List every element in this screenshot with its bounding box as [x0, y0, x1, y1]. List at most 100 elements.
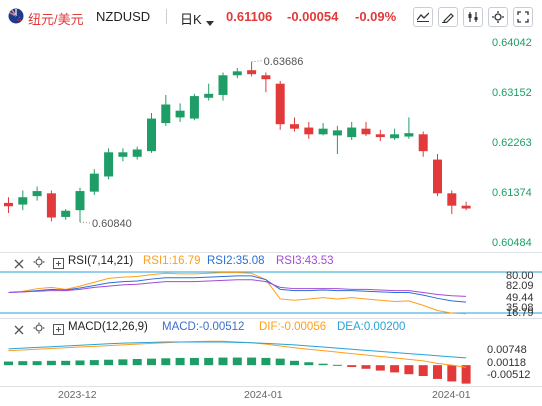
- macd-histogram-bar[interactable]: [390, 365, 400, 373]
- candle-body[interactable]: [204, 93, 214, 98]
- candle-body[interactable]: [189, 96, 199, 119]
- pane-divider: [0, 386, 542, 387]
- macd-histogram-bar[interactable]: [375, 365, 385, 371]
- rsi-axis-label: 35.08: [506, 302, 534, 314]
- candle-body[interactable]: [18, 197, 28, 205]
- candle-body[interactable]: [118, 152, 128, 157]
- macd-histogram-bar[interactable]: [361, 365, 371, 369]
- macd-histogram-bar[interactable]: [433, 365, 442, 379]
- header-divider: [166, 9, 167, 24]
- macd-axis-label: 0.00748: [487, 344, 527, 356]
- macd-histogram-bar[interactable]: [461, 365, 471, 384]
- chart-type-button[interactable]: [413, 7, 433, 27]
- candle-body[interactable]: [418, 134, 428, 152]
- macd-histogram-bar[interactable]: [404, 365, 414, 375]
- candle-body[interactable]: [261, 75, 271, 80]
- macd-histogram-bar[interactable]: [189, 357, 199, 366]
- candle-body[interactable]: [89, 173, 99, 192]
- macd-histogram-bar[interactable]: [132, 359, 142, 366]
- price-axis-label: 0.64042: [492, 37, 532, 49]
- price-change: -0.00054: [287, 9, 339, 24]
- macd-histogram-bar[interactable]: [304, 362, 314, 366]
- chevron-down-icon[interactable]: [206, 14, 214, 32]
- macd-histogram-bar[interactable]: [318, 363, 328, 366]
- macd-histogram-bar[interactable]: [147, 358, 156, 366]
- candle-body[interactable]: [318, 128, 328, 135]
- candle-body[interactable]: [375, 134, 385, 138]
- macd-histogram-bar[interactable]: [175, 357, 185, 366]
- candlestick-chart[interactable]: 0.64042 0.63152 0.62263 0.61374 0.60484 0.636…: [0, 30, 542, 252]
- candle-body[interactable]: [218, 75, 228, 95]
- macd-histogram-bar[interactable]: [447, 365, 457, 382]
- gear-icon: [492, 11, 504, 23]
- candle-body[interactable]: [32, 191, 42, 197]
- candle-body[interactable]: [461, 205, 471, 209]
- settings-button[interactable]: [488, 7, 508, 27]
- gear-icon[interactable]: [33, 321, 45, 339]
- macd-histogram-bar[interactable]: [261, 357, 271, 366]
- macd-histogram-bar[interactable]: [32, 361, 42, 366]
- candle-body[interactable]: [175, 110, 185, 118]
- dif-value: DIF:-0.00056: [259, 321, 327, 333]
- flag-icon: [8, 8, 24, 29]
- expand-button[interactable]: [513, 7, 533, 27]
- macd-histogram-bar[interactable]: [275, 358, 285, 366]
- candle-body[interactable]: [75, 191, 85, 211]
- candle-body[interactable]: [290, 124, 299, 129]
- macd-histogram-bar[interactable]: [89, 360, 99, 366]
- timeframe-selector[interactable]: 日K: [180, 12, 202, 27]
- rsi-axis-label: 49.44: [506, 292, 534, 304]
- macd-histogram-bar[interactable]: [332, 364, 342, 366]
- close-icon[interactable]: [14, 256, 24, 274]
- candle-body[interactable]: [4, 202, 13, 207]
- symbol-label: NZDUSD: [96, 9, 151, 24]
- candle-body[interactable]: [275, 83, 285, 125]
- candle-body[interactable]: [132, 149, 142, 157]
- collapse-icon[interactable]: [53, 256, 64, 274]
- candle-body[interactable]: [232, 71, 242, 76]
- macd-histogram-bar[interactable]: [247, 357, 257, 366]
- candle-body[interactable]: [447, 193, 457, 206]
- indicator-button[interactable]: [463, 7, 483, 27]
- candle-body[interactable]: [347, 127, 357, 138]
- macd-histogram-bar[interactable]: [347, 365, 357, 367]
- macd-value: MACD:-0.00512: [162, 321, 245, 333]
- candle-body[interactable]: [61, 210, 71, 217]
- candle-body[interactable]: [433, 159, 442, 194]
- candle-body[interactable]: [404, 133, 414, 137]
- candle-body[interactable]: [332, 130, 342, 136]
- close-icon[interactable]: [14, 322, 24, 340]
- rsi-line-rsi3: [8, 279, 467, 297]
- candle-body[interactable]: [104, 152, 114, 177]
- candle-body[interactable]: [161, 104, 171, 124]
- macd-histogram-bar[interactable]: [218, 357, 228, 366]
- macd-histogram-bar[interactable]: [204, 357, 214, 366]
- macd-histogram-bar[interactable]: [75, 360, 85, 366]
- macd-histogram-bar[interactable]: [118, 359, 128, 366]
- price-axis-label: 0.62263: [492, 137, 532, 149]
- price-axis-label: 0.63152: [492, 87, 532, 99]
- macd-histogram-bar[interactable]: [104, 359, 114, 366]
- candle-body[interactable]: [247, 70, 257, 75]
- pane-divider: [0, 318, 542, 319]
- drawing-tool-button[interactable]: [438, 7, 458, 27]
- macd-histogram-bar[interactable]: [232, 357, 242, 366]
- candle-body[interactable]: [46, 193, 56, 218]
- macd-histogram-bar[interactable]: [418, 365, 428, 377]
- candle-body[interactable]: [304, 127, 314, 135]
- rsi-line-rsi1: [8, 272, 467, 315]
- collapse-icon[interactable]: [53, 322, 64, 340]
- macd-histogram-bar[interactable]: [18, 361, 28, 366]
- candle-body[interactable]: [361, 128, 371, 135]
- gear-icon[interactable]: [33, 255, 45, 273]
- macd-histogram-bar[interactable]: [61, 360, 71, 366]
- macd-histogram-bar[interactable]: [4, 361, 13, 366]
- macd-histogram-bar[interactable]: [161, 358, 171, 366]
- macd-histogram-bar[interactable]: [290, 360, 299, 366]
- macd-histogram-bar[interactable]: [46, 360, 56, 366]
- indicator-icon: [468, 12, 478, 22]
- candle-body[interactable]: [390, 134, 400, 139]
- candle-body[interactable]: [147, 118, 156, 152]
